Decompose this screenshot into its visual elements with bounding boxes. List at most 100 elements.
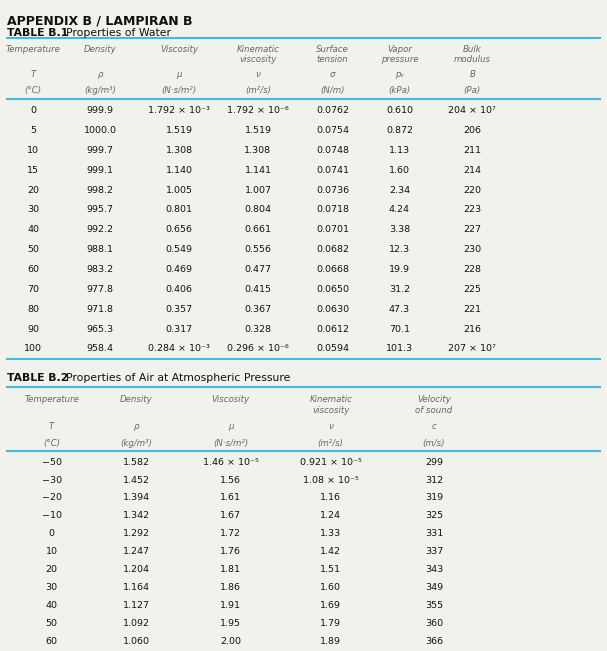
- Text: 312: 312: [425, 476, 443, 484]
- Text: 207 × 10⁷: 207 × 10⁷: [449, 344, 496, 353]
- Text: 216: 216: [463, 325, 481, 333]
- Text: 0.610: 0.610: [386, 106, 413, 115]
- Text: 977.8: 977.8: [87, 285, 114, 294]
- Text: ν: ν: [256, 70, 260, 79]
- Text: 0.0736: 0.0736: [316, 186, 349, 195]
- Text: 30: 30: [27, 206, 39, 214]
- Text: 1.292: 1.292: [123, 529, 150, 538]
- Text: 1000.0: 1000.0: [84, 126, 117, 135]
- Text: 1.127: 1.127: [123, 601, 150, 610]
- Text: 1.519: 1.519: [245, 126, 271, 135]
- Text: Temperature: Temperature: [6, 45, 61, 54]
- Text: 0.556: 0.556: [245, 245, 271, 254]
- Text: 0.656: 0.656: [166, 225, 192, 234]
- Text: (°C): (°C): [43, 439, 60, 449]
- Text: (°C): (°C): [25, 86, 42, 95]
- Text: 319: 319: [425, 493, 443, 503]
- Text: (N·s/m²): (N·s/m²): [213, 439, 248, 449]
- Text: 988.1: 988.1: [87, 245, 114, 254]
- Text: 1.204: 1.204: [123, 565, 150, 574]
- Text: Velocity
of sound: Velocity of sound: [415, 395, 453, 415]
- Text: 0.0762: 0.0762: [316, 106, 349, 115]
- Text: 0.296 × 10⁻⁶: 0.296 × 10⁻⁶: [227, 344, 289, 353]
- Text: TABLE B.2: TABLE B.2: [7, 373, 69, 383]
- Text: 325: 325: [425, 512, 443, 520]
- Text: 1.452: 1.452: [123, 476, 150, 484]
- Text: 0.0754: 0.0754: [316, 126, 349, 135]
- Text: 992.2: 992.2: [87, 225, 114, 234]
- Text: 1.140: 1.140: [166, 166, 192, 174]
- Text: 0.317: 0.317: [166, 325, 192, 333]
- Text: 223: 223: [463, 206, 481, 214]
- Text: 12.3: 12.3: [389, 245, 410, 254]
- Text: 995.7: 995.7: [87, 206, 114, 214]
- Text: 228: 228: [463, 265, 481, 274]
- Text: 0: 0: [49, 529, 55, 538]
- Text: μ: μ: [176, 70, 182, 79]
- Text: 47.3: 47.3: [389, 305, 410, 314]
- Text: pᵥ: pᵥ: [395, 70, 404, 79]
- Text: 60: 60: [46, 637, 58, 646]
- Text: ν: ν: [328, 422, 333, 432]
- Text: 1.792 × 10⁻³: 1.792 × 10⁻³: [148, 106, 210, 115]
- Text: 206: 206: [463, 126, 481, 135]
- Text: 0.0682: 0.0682: [316, 245, 349, 254]
- Text: 30: 30: [46, 583, 58, 592]
- Text: 0.469: 0.469: [166, 265, 192, 274]
- Text: T: T: [49, 422, 54, 432]
- Text: 360: 360: [425, 619, 443, 628]
- Text: −30: −30: [41, 476, 62, 484]
- Text: (m²/s): (m²/s): [318, 439, 344, 449]
- Text: 5: 5: [30, 126, 36, 135]
- Text: 1.342: 1.342: [123, 512, 150, 520]
- Text: 15: 15: [27, 166, 39, 174]
- Text: (kPa): (kPa): [388, 86, 410, 95]
- Text: 1.56: 1.56: [220, 476, 241, 484]
- Text: 1.79: 1.79: [320, 619, 341, 628]
- Text: Vapor
pressure: Vapor pressure: [381, 45, 418, 64]
- Text: T: T: [31, 70, 36, 79]
- Text: 1.72: 1.72: [220, 529, 241, 538]
- Text: 50: 50: [27, 245, 39, 254]
- Text: Density: Density: [84, 45, 117, 54]
- Text: 1.42: 1.42: [320, 547, 341, 556]
- Text: 3.38: 3.38: [388, 225, 410, 234]
- Text: 958.4: 958.4: [87, 344, 114, 353]
- Text: 0.0650: 0.0650: [316, 285, 349, 294]
- Text: ρ: ρ: [134, 422, 140, 432]
- Text: 1.91: 1.91: [220, 601, 241, 610]
- Text: 31.2: 31.2: [389, 285, 410, 294]
- Text: (N·s/m²): (N·s/m²): [161, 86, 197, 95]
- Text: 1.141: 1.141: [245, 166, 271, 174]
- Text: 1.67: 1.67: [220, 512, 241, 520]
- Text: 0.415: 0.415: [245, 285, 271, 294]
- Text: 343: 343: [425, 565, 443, 574]
- Text: 355: 355: [425, 601, 443, 610]
- Text: 299: 299: [425, 458, 443, 467]
- Text: 1.89: 1.89: [320, 637, 341, 646]
- Text: 211: 211: [463, 146, 481, 155]
- Text: 19.9: 19.9: [389, 265, 410, 274]
- Text: Viscosity: Viscosity: [212, 395, 249, 404]
- Text: 0.328: 0.328: [245, 325, 271, 333]
- Text: TABLE B.1: TABLE B.1: [7, 28, 69, 38]
- Text: 80: 80: [27, 305, 39, 314]
- Text: 998.2: 998.2: [87, 186, 114, 195]
- Text: Surface
tension: Surface tension: [316, 45, 349, 64]
- Text: 1.394: 1.394: [123, 493, 150, 503]
- Text: 1.13: 1.13: [389, 146, 410, 155]
- Text: 0.804: 0.804: [245, 206, 271, 214]
- Text: 0.284 × 10⁻³: 0.284 × 10⁻³: [148, 344, 210, 353]
- Text: 1.16: 1.16: [320, 493, 341, 503]
- Text: 230: 230: [463, 245, 481, 254]
- Text: 50: 50: [46, 619, 58, 628]
- Text: 331: 331: [425, 529, 443, 538]
- Text: c: c: [432, 422, 436, 432]
- Text: 0.661: 0.661: [245, 225, 271, 234]
- Text: 214: 214: [463, 166, 481, 174]
- Text: 20: 20: [27, 186, 39, 195]
- Text: (m²/s): (m²/s): [245, 86, 271, 95]
- Text: 4.24: 4.24: [389, 206, 410, 214]
- Text: 220: 220: [463, 186, 481, 195]
- Text: 1.308: 1.308: [166, 146, 192, 155]
